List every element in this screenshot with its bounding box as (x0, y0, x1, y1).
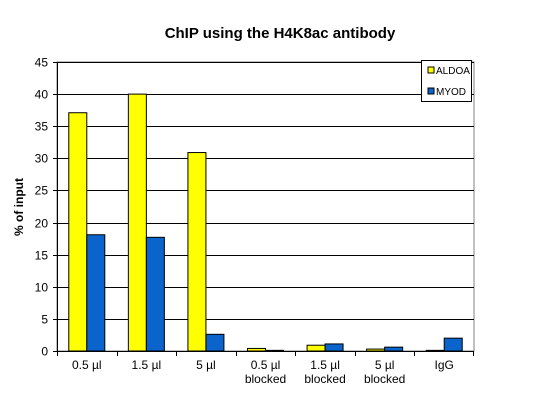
y-tick-label: 20 (35, 217, 49, 231)
bar-aldoa (366, 348, 386, 352)
bar-aldoa (306, 344, 326, 352)
x-tick-label: 5 µl (196, 358, 216, 372)
y-tick-label: 35 (35, 120, 49, 134)
bar-myod (384, 346, 404, 352)
x-tick-label: 0.5 µl (72, 358, 102, 372)
bar-myod (324, 343, 344, 352)
y-tick-label: 30 (35, 152, 49, 166)
legend: ALDOA MYOD (421, 60, 472, 102)
x-tick-label: IgG (435, 358, 454, 372)
bar-myod (145, 236, 165, 352)
x-tick-label: 5 µl blocked (364, 358, 405, 386)
tick-labels: 0 5 10 15 20 25 30 35 40 45 0.5 µl 1.5 µl 5 µl 0.5 µl… (35, 56, 454, 387)
x-tick-label: 0.5 µl blocked (245, 358, 286, 386)
x-tick-label: 1.5 µl (132, 358, 162, 372)
bar-myod (205, 333, 225, 352)
bars (68, 93, 463, 352)
bar-myod (443, 337, 463, 352)
y-tick-label: 5 (41, 313, 48, 327)
bar-aldoa (127, 93, 147, 352)
y-tick-label: 15 (35, 249, 49, 263)
y-tick-label: 0 (41, 345, 48, 359)
chart-title: ChIP using the H4K8ac antibody (165, 25, 396, 42)
y-tick-label: 25 (35, 184, 49, 198)
legend-swatch-aldoa (427, 66, 435, 74)
gridlines (56, 61, 475, 352)
legend-label-aldoa: ALDOA (436, 66, 470, 77)
y-axis-label: % of input (12, 178, 26, 236)
y-tick-label: 40 (35, 88, 49, 102)
bar-aldoa (187, 152, 207, 352)
legend-box (421, 60, 472, 102)
y-tick-label: 45 (35, 56, 49, 70)
bar-aldoa (247, 347, 266, 352)
legend-label-myod: MYOD (436, 87, 466, 98)
y-tick-label: 10 (35, 281, 49, 295)
axes (53, 62, 474, 356)
plot-area (56, 61, 475, 352)
legend-swatch-myod (427, 87, 435, 95)
bar-myod (86, 234, 106, 352)
x-tick-label: 1.5 µl blocked (304, 358, 345, 386)
bar-aldoa (68, 112, 88, 352)
